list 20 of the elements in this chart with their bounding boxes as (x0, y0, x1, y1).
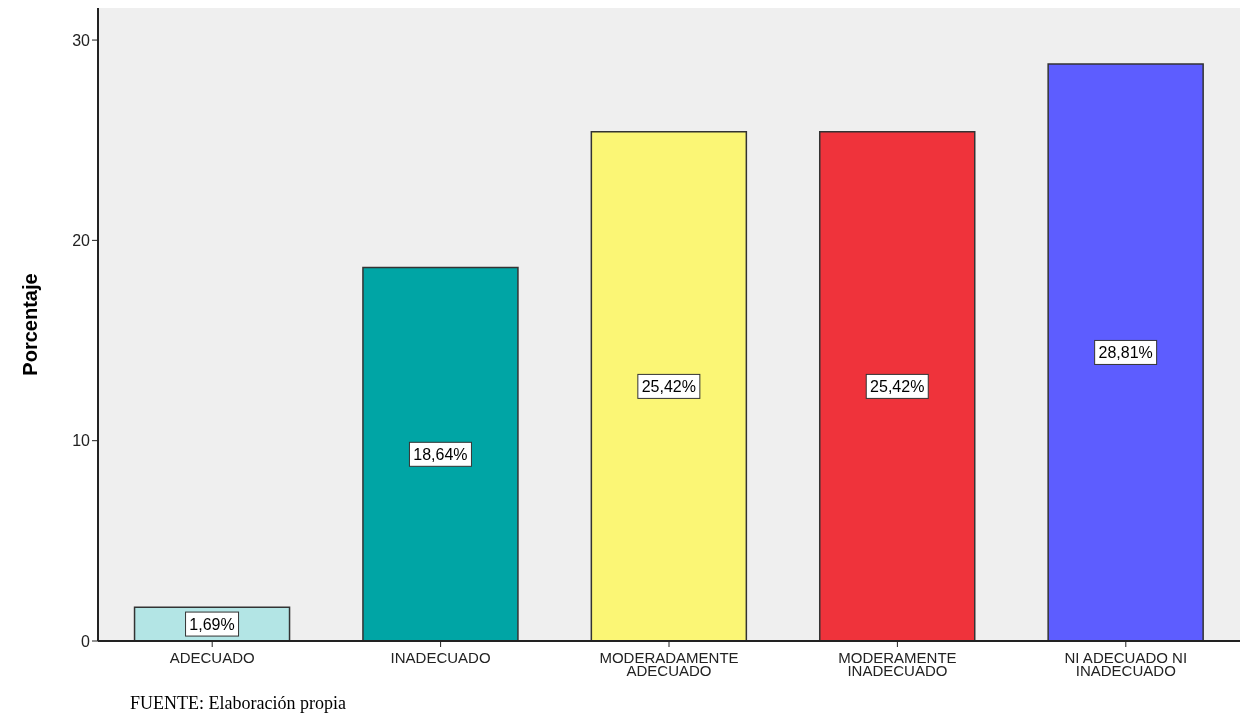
y-axis-title: Porcentaje (19, 273, 42, 376)
data-label: 28,81% (1098, 344, 1153, 362)
data-label: 18,64% (413, 446, 468, 464)
x-tick-label: NI ADECUADO NI INADECUADO (1064, 649, 1188, 679)
bar (590, 131, 748, 641)
data-label: 1,69% (189, 616, 235, 634)
y-tick-label: 10 (72, 432, 91, 450)
source-note: FUENTE: Elaboración propia (130, 693, 347, 714)
x-tick-label: ADECUADO (169, 649, 255, 666)
bar (362, 266, 519, 641)
y-tick-label: 30 (72, 31, 91, 49)
data-label: 25,42% (870, 378, 925, 396)
x-tick-label: MODERAMENTE INADECUADO (838, 649, 957, 679)
x-tick-label: MODERADAMENTE ADECUADO (599, 649, 739, 679)
data-label: 25,42% (641, 378, 696, 396)
y-tick-label: 0 (81, 632, 91, 650)
y-tick-label: 20 (72, 232, 91, 250)
bar (818, 131, 976, 641)
x-tick-label: INADECUADO (390, 649, 491, 666)
bar (1047, 63, 1204, 641)
